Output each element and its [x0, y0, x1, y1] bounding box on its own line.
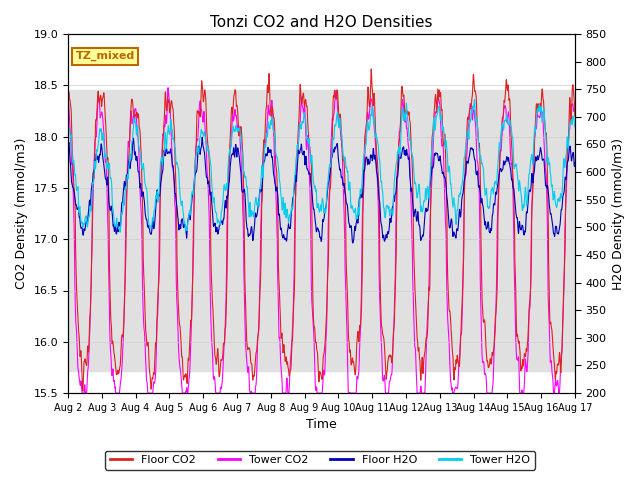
- Bar: [68, 90, 575, 371]
- Legend: Floor CO2, Tower CO2, Floor H2O, Tower H2O: Floor CO2, Tower CO2, Floor H2O, Tower H…: [105, 451, 535, 469]
- Y-axis label: H2O Density (mmol/m3): H2O Density (mmol/m3): [612, 138, 625, 289]
- Text: TZ_mixed: TZ_mixed: [76, 51, 135, 61]
- Y-axis label: CO2 Density (mmol/m3): CO2 Density (mmol/m3): [15, 138, 28, 289]
- X-axis label: Time: Time: [306, 419, 337, 432]
- Title: Tonzi CO2 and H2O Densities: Tonzi CO2 and H2O Densities: [210, 15, 433, 30]
